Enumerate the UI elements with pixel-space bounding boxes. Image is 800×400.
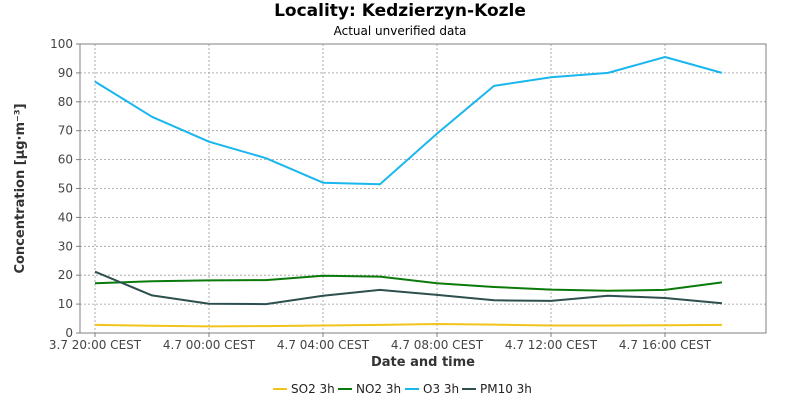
grid-layer xyxy=(80,44,766,333)
y-tick-label: 0 xyxy=(65,326,73,340)
x-tick-label: 3.7 20:00 CEST xyxy=(49,338,142,352)
y-tick-label: 50 xyxy=(58,182,73,196)
series-line-o3-3h xyxy=(94,56,723,186)
series-line-pm10-3h xyxy=(94,270,723,306)
y-tick-label: 60 xyxy=(58,153,73,167)
x-axis-title: Date and time xyxy=(371,355,475,370)
y-axis-ticks: 0 10 20 30 40 50 60 70 80 90 100 xyxy=(50,37,80,340)
y-tick-label: 10 xyxy=(58,297,73,311)
x-axis-ticks: 3.7 20:00 CEST 4.7 00:00 CEST 4.7 04:00 CE… xyxy=(49,333,712,352)
legend-label-pm10-3h: PM10 3h xyxy=(480,382,532,396)
y-axis-title: Concentration [µg·m⁻³] xyxy=(13,103,28,273)
series-line-no2-3h xyxy=(94,274,723,292)
y-tick-label: 80 xyxy=(58,95,73,109)
x-tick-label: 4.7 00:00 CEST xyxy=(163,338,256,352)
y-tick-label: 70 xyxy=(58,124,73,138)
y-tick-label: 40 xyxy=(58,210,73,224)
legend-label-no2-3h: NO2 3h xyxy=(356,382,401,396)
chart-title: Locality: Kedzierzyn-Kozle xyxy=(274,1,526,21)
legend: SO2 3h NO2 3h O3 3h PM10 3h xyxy=(273,382,532,396)
y-tick-label: 90 xyxy=(58,66,73,80)
legend-label-o3-3h: O3 3h xyxy=(423,382,459,396)
x-tick-label: 4.7 16:00 CEST xyxy=(619,338,712,352)
x-tick-label: 4.7 08:00 CEST xyxy=(391,338,484,352)
series-layer xyxy=(94,56,723,328)
y-tick-label: 100 xyxy=(50,37,73,51)
series-line-so2-3h xyxy=(94,323,723,328)
chart-subtitle: Actual unverified data xyxy=(333,24,467,38)
y-tick-label: 30 xyxy=(58,239,73,253)
legend-label-so2-3h: SO2 3h xyxy=(291,382,335,396)
x-tick-label: 4.7 04:00 CEST xyxy=(277,338,370,352)
y-tick-label: 20 xyxy=(58,268,73,282)
x-tick-label: 4.7 12:00 CEST xyxy=(505,338,598,352)
